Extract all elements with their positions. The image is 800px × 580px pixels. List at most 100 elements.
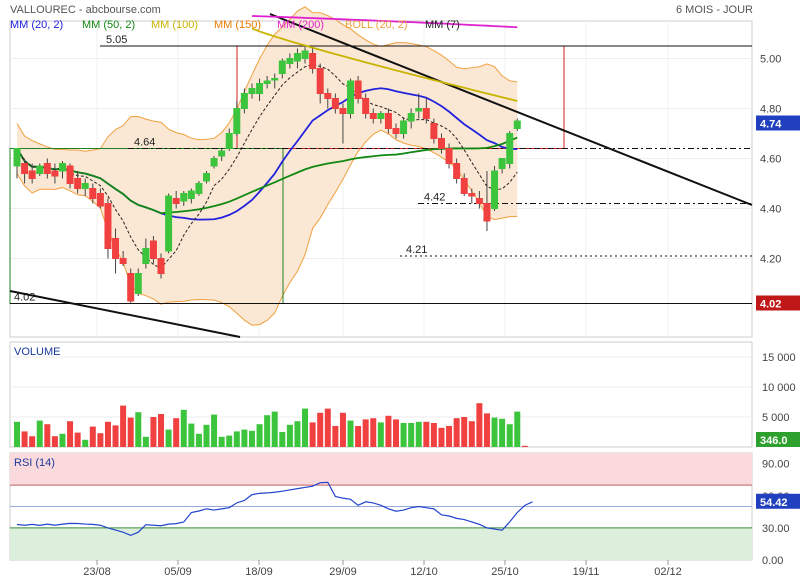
candle-body — [369, 113, 377, 119]
price-tick-label: 4.40 — [760, 204, 781, 216]
volume-last-label: 346.0 — [760, 435, 788, 447]
candle-body — [203, 173, 210, 182]
x-tick-label: 29/09 — [329, 566, 357, 578]
volume-bar — [521, 445, 528, 447]
lower-trend-line — [9, 290, 241, 338]
candle-body — [36, 165, 44, 174]
volume-bar — [468, 421, 475, 447]
volume-bar — [317, 412, 324, 447]
x-tick-label: 05/09 — [164, 566, 192, 578]
candle-body — [127, 273, 135, 302]
candle-body — [58, 163, 66, 172]
candle-body — [377, 113, 385, 119]
mm7-line — [16, 64, 518, 269]
candle-body — [475, 198, 483, 204]
volume-bar — [264, 415, 271, 447]
price-tick-label: 4.20 — [760, 254, 781, 266]
candle-body — [210, 158, 218, 167]
candle-body — [157, 258, 165, 274]
candle-body — [324, 93, 332, 99]
volume-bar — [446, 426, 453, 447]
chart-title: VALLOUREC - abcbourse.com — [10, 4, 161, 16]
candle-body — [316, 68, 324, 94]
candle-body — [309, 53, 317, 69]
candle-body — [468, 193, 476, 197]
candle-body — [172, 198, 180, 204]
candle-body — [187, 190, 195, 199]
volume-bar — [461, 417, 468, 447]
price-level-label: 5.05 — [106, 34, 127, 46]
volume-bar — [256, 424, 263, 447]
mm50-line — [16, 136, 518, 215]
candle-body — [422, 108, 430, 119]
volume-bar — [491, 417, 498, 447]
candle-body — [89, 188, 97, 199]
candle-body — [134, 273, 142, 294]
candle-body — [233, 108, 241, 134]
candle-body — [506, 133, 514, 164]
volume-bar — [362, 419, 369, 447]
bollinger-band-fill — [17, 6, 518, 326]
volume-bar — [332, 426, 339, 447]
candle-body — [362, 98, 370, 114]
volume-bar — [347, 420, 354, 447]
candle-body — [225, 133, 233, 149]
support-level-badge — [756, 295, 800, 311]
legend-item: MM (100) — [151, 19, 198, 31]
rsi-oversold-zone — [10, 527, 752, 560]
legend-item: MM (7) — [425, 19, 460, 31]
volume-bar — [127, 417, 134, 447]
last-price-label: 4.74 — [760, 119, 782, 131]
volume-bar — [44, 424, 51, 447]
candle-body — [195, 183, 203, 194]
candle-body — [460, 178, 468, 194]
volume-bar — [226, 435, 233, 447]
volume-bar — [195, 433, 202, 447]
volume-bar — [438, 427, 445, 447]
legend-item: MM (200) — [277, 19, 324, 31]
volume-bar — [377, 422, 384, 447]
volume-bar — [29, 436, 36, 447]
volume-tick-label: 10 000 — [762, 382, 796, 394]
candle-body — [286, 58, 294, 64]
volume-bar — [36, 420, 43, 447]
x-tick-label: 23/08 — [83, 566, 111, 578]
volume-bar — [506, 424, 513, 447]
rsi-tick-label: 30.00 — [762, 523, 790, 535]
volume-bar — [120, 405, 127, 447]
x-tick-label: 25/10 — [491, 566, 519, 578]
candle-body — [331, 98, 339, 109]
volume-bar — [112, 425, 119, 447]
x-tick-label: 19/11 — [573, 566, 600, 578]
x-tick-label: 12/10 — [410, 566, 438, 578]
candle-body — [263, 80, 271, 84]
price-level-label: 4.64 — [134, 137, 155, 149]
last-price-badge — [756, 115, 800, 131]
x-tick-label: 02/12 — [654, 566, 682, 578]
candle-body — [104, 203, 112, 249]
volume-bar — [173, 418, 180, 447]
rsi-tick-label: 90.00 — [762, 459, 790, 471]
volume-bar — [142, 436, 149, 447]
candle-body — [407, 113, 415, 122]
legend-item: MM (150) — [214, 19, 261, 31]
candle-body — [21, 163, 29, 174]
candle-body — [180, 193, 188, 202]
downtrend-line — [269, 13, 753, 206]
rsi-panel-label: RSI (14) — [14, 457, 55, 469]
volume-bar — [97, 433, 104, 447]
candle-body — [96, 193, 104, 207]
price-tick-label: 4.60 — [760, 154, 781, 166]
volume-bar — [385, 415, 392, 447]
volume-bar — [355, 426, 362, 447]
volume-bar — [82, 439, 89, 447]
x-tick-label: 18/09 — [245, 566, 273, 578]
candle-body — [301, 50, 309, 59]
volume-bar — [89, 426, 96, 447]
candle-body — [400, 120, 408, 134]
volume-bar — [74, 432, 81, 447]
candle-body — [392, 128, 400, 134]
volume-bar — [476, 403, 483, 447]
candle-body — [112, 238, 120, 259]
